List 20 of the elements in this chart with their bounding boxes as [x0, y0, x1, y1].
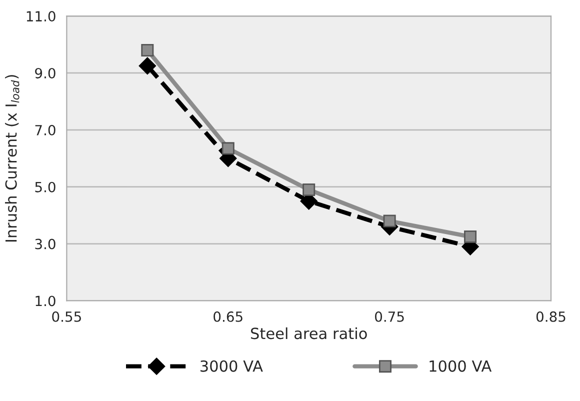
x-tick-label: 0.65 [214, 311, 242, 322]
legend-label: 1000 VA [430, 360, 492, 372]
point [138, 57, 156, 74]
legend-label: 3000 VA [200, 360, 263, 372]
y-tick-label: 5.0 [35, 182, 56, 192]
point [302, 183, 316, 196]
point [222, 142, 234, 155]
x-tick-label: 0.55 [52, 311, 81, 322]
x-tick-label: 0.75 [375, 311, 404, 322]
y-tick-label: 9.0 [35, 68, 56, 78]
x-tick-label: 0.85 [536, 311, 566, 322]
y-tick-label: 11.0 [26, 11, 56, 22]
x-axis-title: Steel area ratio [250, 327, 367, 340]
y-axis-title: Inrush Current (x I$_{load}$) [5, 75, 20, 242]
point [141, 44, 154, 56]
y-tick-label: 3.0 [35, 238, 56, 250]
point [464, 230, 477, 243]
point [383, 214, 396, 228]
y-tick-label: 1.0 [36, 296, 56, 306]
y-tick-label: 7.0 [35, 124, 56, 136]
